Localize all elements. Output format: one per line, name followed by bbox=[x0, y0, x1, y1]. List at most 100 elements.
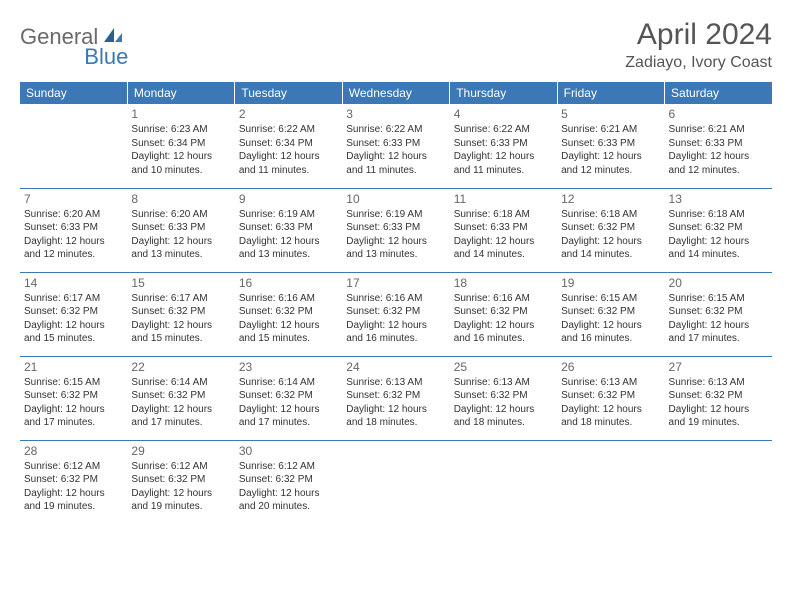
sunrise-line: Sunrise: 6:21 AM bbox=[561, 123, 660, 137]
calendar-cell: 25Sunrise: 6:13 AMSunset: 6:32 PMDayligh… bbox=[450, 356, 557, 440]
calendar-row: 7Sunrise: 6:20 AMSunset: 6:33 PMDaylight… bbox=[20, 188, 772, 272]
calendar-cell bbox=[665, 440, 772, 524]
sunset-line: Sunset: 6:33 PM bbox=[346, 137, 445, 151]
daylight-line: Daylight: 12 hours and 11 minutes. bbox=[239, 150, 338, 177]
daylight-line: Daylight: 12 hours and 14 minutes. bbox=[669, 235, 768, 262]
sunset-line: Sunset: 6:34 PM bbox=[131, 137, 230, 151]
sunrise-line: Sunrise: 6:12 AM bbox=[24, 460, 123, 474]
daylight-line: Daylight: 12 hours and 10 minutes. bbox=[131, 150, 230, 177]
daylight-line: Daylight: 12 hours and 16 minutes. bbox=[346, 319, 445, 346]
daylight-line: Daylight: 12 hours and 11 minutes. bbox=[346, 150, 445, 177]
daylight-line: Daylight: 12 hours and 14 minutes. bbox=[561, 235, 660, 262]
calendar-cell: 18Sunrise: 6:16 AMSunset: 6:32 PMDayligh… bbox=[450, 272, 557, 356]
sunset-line: Sunset: 6:32 PM bbox=[669, 305, 768, 319]
sunset-line: Sunset: 6:32 PM bbox=[131, 389, 230, 403]
day-number: 16 bbox=[239, 275, 338, 291]
daylight-line: Daylight: 12 hours and 15 minutes. bbox=[239, 319, 338, 346]
sunrise-line: Sunrise: 6:14 AM bbox=[239, 376, 338, 390]
calendar-cell: 13Sunrise: 6:18 AMSunset: 6:32 PMDayligh… bbox=[665, 188, 772, 272]
sunrise-line: Sunrise: 6:21 AM bbox=[669, 123, 768, 137]
day-number: 29 bbox=[131, 443, 230, 459]
sunset-line: Sunset: 6:32 PM bbox=[239, 473, 338, 487]
calendar-cell: 6Sunrise: 6:21 AMSunset: 6:33 PMDaylight… bbox=[665, 104, 772, 188]
calendar-cell: 9Sunrise: 6:19 AMSunset: 6:33 PMDaylight… bbox=[235, 188, 342, 272]
sunset-line: Sunset: 6:32 PM bbox=[24, 389, 123, 403]
day-number: 27 bbox=[669, 359, 768, 375]
month-title: April 2024 bbox=[625, 18, 772, 52]
sunset-line: Sunset: 6:32 PM bbox=[24, 473, 123, 487]
sunrise-line: Sunrise: 6:20 AM bbox=[24, 208, 123, 222]
day-number: 10 bbox=[346, 191, 445, 207]
daylight-line: Daylight: 12 hours and 13 minutes. bbox=[346, 235, 445, 262]
calendar-cell: 16Sunrise: 6:16 AMSunset: 6:32 PMDayligh… bbox=[235, 272, 342, 356]
sunset-line: Sunset: 6:32 PM bbox=[346, 305, 445, 319]
daylight-line: Daylight: 12 hours and 18 minutes. bbox=[346, 403, 445, 430]
calendar-cell: 3Sunrise: 6:22 AMSunset: 6:33 PMDaylight… bbox=[342, 104, 449, 188]
calendar-row: 14Sunrise: 6:17 AMSunset: 6:32 PMDayligh… bbox=[20, 272, 772, 356]
day-number: 15 bbox=[131, 275, 230, 291]
sunset-line: Sunset: 6:33 PM bbox=[561, 137, 660, 151]
daylight-line: Daylight: 12 hours and 12 minutes. bbox=[669, 150, 768, 177]
sunrise-line: Sunrise: 6:20 AM bbox=[131, 208, 230, 222]
daylight-line: Daylight: 12 hours and 17 minutes. bbox=[239, 403, 338, 430]
day-number: 13 bbox=[669, 191, 768, 207]
calendar-cell: 10Sunrise: 6:19 AMSunset: 6:33 PMDayligh… bbox=[342, 188, 449, 272]
daylight-line: Daylight: 12 hours and 11 minutes. bbox=[454, 150, 553, 177]
daylight-line: Daylight: 12 hours and 15 minutes. bbox=[24, 319, 123, 346]
calendar-cell: 21Sunrise: 6:15 AMSunset: 6:32 PMDayligh… bbox=[20, 356, 127, 440]
sunset-line: Sunset: 6:32 PM bbox=[346, 389, 445, 403]
daylight-line: Daylight: 12 hours and 17 minutes. bbox=[24, 403, 123, 430]
sunrise-line: Sunrise: 6:23 AM bbox=[131, 123, 230, 137]
location-label: Zadiayo, Ivory Coast bbox=[625, 54, 772, 72]
sunset-line: Sunset: 6:32 PM bbox=[561, 305, 660, 319]
title-block: April 2024 Zadiayo, Ivory Coast bbox=[625, 18, 772, 72]
daylight-line: Daylight: 12 hours and 17 minutes. bbox=[669, 319, 768, 346]
sunset-line: Sunset: 6:33 PM bbox=[24, 221, 123, 235]
daylight-line: Daylight: 12 hours and 15 minutes. bbox=[131, 319, 230, 346]
sunrise-line: Sunrise: 6:16 AM bbox=[346, 292, 445, 306]
weekday-header: Friday bbox=[557, 82, 664, 104]
sunset-line: Sunset: 6:32 PM bbox=[239, 305, 338, 319]
daylight-line: Daylight: 12 hours and 12 minutes. bbox=[24, 235, 123, 262]
day-number: 20 bbox=[669, 275, 768, 291]
weekday-header: Thursday bbox=[450, 82, 557, 104]
calendar-row: 28Sunrise: 6:12 AMSunset: 6:32 PMDayligh… bbox=[20, 440, 772, 524]
sunrise-line: Sunrise: 6:16 AM bbox=[239, 292, 338, 306]
calendar-cell: 4Sunrise: 6:22 AMSunset: 6:33 PMDaylight… bbox=[450, 104, 557, 188]
calendar-row: 21Sunrise: 6:15 AMSunset: 6:32 PMDayligh… bbox=[20, 356, 772, 440]
daylight-line: Daylight: 12 hours and 20 minutes. bbox=[239, 487, 338, 514]
calendar-head: SundayMondayTuesdayWednesdayThursdayFrid… bbox=[20, 82, 772, 104]
sunset-line: Sunset: 6:32 PM bbox=[561, 221, 660, 235]
sunrise-line: Sunrise: 6:22 AM bbox=[346, 123, 445, 137]
day-number: 2 bbox=[239, 106, 338, 122]
sunrise-line: Sunrise: 6:13 AM bbox=[669, 376, 768, 390]
sunset-line: Sunset: 6:32 PM bbox=[561, 389, 660, 403]
day-number: 24 bbox=[346, 359, 445, 375]
daylight-line: Daylight: 12 hours and 13 minutes. bbox=[239, 235, 338, 262]
daylight-line: Daylight: 12 hours and 13 minutes. bbox=[131, 235, 230, 262]
daylight-line: Daylight: 12 hours and 18 minutes. bbox=[561, 403, 660, 430]
weekday-header: Wednesday bbox=[342, 82, 449, 104]
sunset-line: Sunset: 6:32 PM bbox=[131, 305, 230, 319]
sunset-line: Sunset: 6:33 PM bbox=[239, 221, 338, 235]
sunrise-line: Sunrise: 6:15 AM bbox=[669, 292, 768, 306]
sunrise-line: Sunrise: 6:19 AM bbox=[239, 208, 338, 222]
daylight-line: Daylight: 12 hours and 19 minutes. bbox=[669, 403, 768, 430]
calendar-cell: 23Sunrise: 6:14 AMSunset: 6:32 PMDayligh… bbox=[235, 356, 342, 440]
day-number: 6 bbox=[669, 106, 768, 122]
day-number: 28 bbox=[24, 443, 123, 459]
header: General Blue April 2024 Zadiayo, Ivory C… bbox=[20, 18, 772, 72]
daylight-line: Daylight: 12 hours and 14 minutes. bbox=[454, 235, 553, 262]
daylight-line: Daylight: 12 hours and 16 minutes. bbox=[561, 319, 660, 346]
sunrise-line: Sunrise: 6:18 AM bbox=[454, 208, 553, 222]
day-number: 9 bbox=[239, 191, 338, 207]
sunrise-line: Sunrise: 6:16 AM bbox=[454, 292, 553, 306]
sunset-line: Sunset: 6:32 PM bbox=[131, 473, 230, 487]
weekday-header: Monday bbox=[127, 82, 234, 104]
calendar-cell: 20Sunrise: 6:15 AMSunset: 6:32 PMDayligh… bbox=[665, 272, 772, 356]
day-number: 17 bbox=[346, 275, 445, 291]
daylight-line: Daylight: 12 hours and 19 minutes. bbox=[131, 487, 230, 514]
calendar-cell: 12Sunrise: 6:18 AMSunset: 6:32 PMDayligh… bbox=[557, 188, 664, 272]
calendar-cell: 11Sunrise: 6:18 AMSunset: 6:33 PMDayligh… bbox=[450, 188, 557, 272]
sunrise-line: Sunrise: 6:13 AM bbox=[346, 376, 445, 390]
